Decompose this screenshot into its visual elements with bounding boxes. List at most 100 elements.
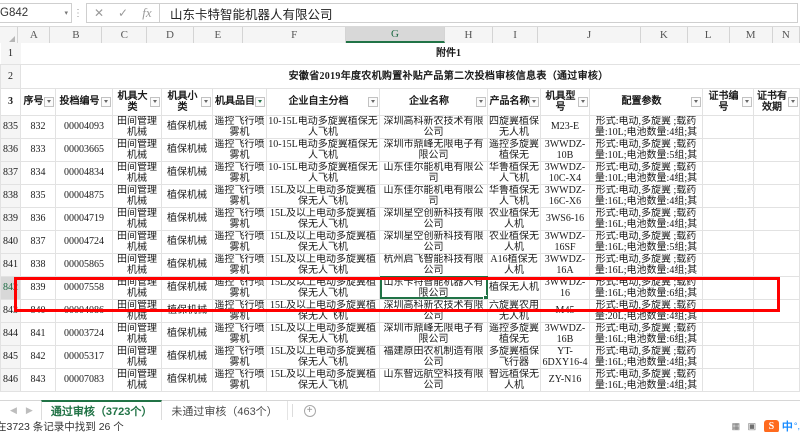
- page-layout-icon[interactable]: ▣: [747, 420, 757, 431]
- cell-model[interactable]: 3WWDZ-16: [540, 275, 590, 300]
- cell-seq[interactable]: 843: [20, 367, 56, 392]
- filter-dropdown-icon[interactable]: [788, 96, 798, 107]
- cell-config[interactable]: 形式:电动,多旋翼 ;载药量:16L;电池数量:4组;其: [589, 252, 703, 277]
- cell-code[interactable]: 00005317: [55, 344, 113, 369]
- filter-dropdown-icon[interactable]: [150, 96, 160, 107]
- cell-config[interactable]: 形式:电动,多旋翼 ;载药量:20L;电池数量:4组;其: [589, 298, 703, 323]
- filter-dropdown-icon[interactable]: [368, 96, 378, 107]
- cell-self-grade[interactable]: 15L及以上电动多旋翼植保无人飞机: [266, 183, 380, 208]
- cell-product[interactable]: 植保无人机: [487, 275, 541, 300]
- cell-config[interactable]: 形式:电动,多旋翼 ;载药量:10L;电池数量:4组;其: [589, 114, 703, 139]
- header-cell-4[interactable]: 机具品目: [212, 87, 267, 116]
- cell-cert-no[interactable]: [702, 137, 754, 162]
- cell-cert-valid[interactable]: [753, 344, 800, 369]
- header-cell-7[interactable]: 产品名称: [487, 87, 541, 116]
- prev-sheet-icon[interactable]: ◀: [10, 405, 17, 415]
- row-header[interactable]: 845: [0, 344, 21, 369]
- cell-item[interactable]: 遥控飞行喷雾机: [212, 160, 267, 185]
- column-header-I[interactable]: I: [493, 27, 538, 43]
- cell-product[interactable]: 农业植保无人机: [487, 229, 541, 254]
- cell-self-grade[interactable]: 10-15L电动多旋翼植保无人飞机: [266, 137, 380, 162]
- table-row[interactable]: 835 832 00004093 田间管理机械 植保机械 遥控飞行喷雾机 10-15L电动多…: [0, 114, 800, 139]
- cell-code[interactable]: 00004086: [55, 298, 113, 323]
- cell-cert-valid[interactable]: [753, 206, 800, 231]
- sogou-ime-icon[interactable]: S: [763, 420, 779, 432]
- cell-small-class[interactable]: 植保机械: [161, 275, 213, 300]
- cell-cert-valid[interactable]: [753, 229, 800, 254]
- cell-self-grade[interactable]: 10-15L电动多旋翼植保无人飞机: [266, 114, 380, 139]
- cell-config[interactable]: 形式:电动,多旋翼 ;载药量:16L;电池数量:4组;其: [589, 367, 703, 392]
- cell-cert-no[interactable]: [702, 206, 754, 231]
- cell-self-grade[interactable]: 15L及以上电动多旋翼植保无人飞机: [266, 229, 380, 254]
- column-header-E[interactable]: E: [193, 27, 244, 43]
- row-header[interactable]: 846: [0, 367, 21, 392]
- column-header-G[interactable]: G: [346, 27, 445, 43]
- cell-self-grade[interactable]: 10-15L电动多旋翼植保无人飞机: [266, 160, 380, 185]
- column-header-F[interactable]: F: [243, 27, 347, 43]
- table-row[interactable]: 842 839 00007558 田间管理机械 植保机械 遥控飞行喷雾机 15L及以上电动多…: [0, 275, 800, 300]
- cell-config[interactable]: 形式:电动,多旋翼 ;载药量:10L;电池数量:4组;其: [589, 160, 703, 185]
- cell-model[interactable]: YT-6DXY16-4: [540, 344, 590, 369]
- row-header[interactable]: 841: [0, 252, 21, 277]
- cell-small-class[interactable]: 植保机械: [161, 183, 213, 208]
- header-cell-5[interactable]: 企业自主分档: [266, 87, 380, 116]
- filter-dropdown-icon[interactable]: [201, 96, 211, 107]
- column-header-M[interactable]: M: [729, 27, 773, 43]
- cell-model[interactable]: ZY-N16: [540, 367, 590, 392]
- cell-company[interactable]: 深圳市鼎峰无限电子有限公司: [379, 321, 488, 346]
- filter-dropdown-icon[interactable]: [691, 96, 701, 107]
- cell-cert-valid[interactable]: [753, 367, 800, 392]
- cell-code[interactable]: 00004093: [55, 114, 113, 139]
- cell-cert-valid[interactable]: [753, 298, 800, 323]
- filter-dropdown-icon[interactable]: [255, 96, 265, 107]
- column-header-D[interactable]: D: [147, 27, 194, 43]
- row-header[interactable]: 839: [0, 206, 21, 231]
- filter-dropdown-icon[interactable]: [529, 96, 539, 107]
- cell-config[interactable]: 形式:电动,多旋翼 ;载药量:10L;电池数量:5组;其: [589, 137, 703, 162]
- cell-small-class[interactable]: 植保机械: [161, 206, 213, 231]
- cell-seq[interactable]: 841: [20, 321, 56, 346]
- header-cell-2[interactable]: 机具大类: [112, 87, 162, 116]
- cell-big-class[interactable]: 田间管理机械: [112, 275, 162, 300]
- cell-small-class[interactable]: 植保机械: [161, 344, 213, 369]
- confirm-icon[interactable]: ✓: [117, 6, 129, 20]
- cell-company[interactable]: 深圳高科新农技术有限公司: [379, 114, 488, 139]
- cell-big-class[interactable]: 田间管理机械: [112, 206, 162, 231]
- cell-model[interactable]: 3WWDZ-10C-X4: [540, 160, 590, 185]
- cell-product[interactable]: 农业植保无人机: [487, 206, 541, 231]
- cell-self-grade[interactable]: 15L及以上电动多旋翼植保无人飞机: [266, 344, 380, 369]
- table-row[interactable]: 838 835 00004875 田间管理机械 植保机械 遥控飞行喷雾机 15L及以上电动多…: [0, 183, 800, 208]
- cell-big-class[interactable]: 田间管理机械: [112, 160, 162, 185]
- cell-company[interactable]: 深圳市鼎峰无限电子有限公司: [379, 137, 488, 162]
- row-header[interactable]: 842: [0, 275, 21, 300]
- sheet-nav-arrows[interactable]: ◀ ▶: [0, 405, 41, 416]
- cell-self-grade[interactable]: 15L及以上电动多旋翼植保无人飞机: [266, 298, 380, 323]
- row-header[interactable]: 2: [0, 63, 21, 89]
- header-cell-6[interactable]: 企业名称: [379, 87, 488, 116]
- cell-product[interactable]: 遥控多旋翼植保无: [487, 321, 541, 346]
- normal-view-icon[interactable]: ▦: [731, 420, 741, 431]
- cell-company[interactable]: 杭州启飞智能科技有限公司: [379, 252, 488, 277]
- cell-item[interactable]: 遥控飞行喷雾机: [212, 206, 267, 231]
- cell-cert-no[interactable]: [702, 321, 754, 346]
- cell-model[interactable]: 3WWDZ-16C-X6: [540, 183, 590, 208]
- table-row[interactable]: 839 836 00004719 田间管理机械 植保机械 遥控飞行喷雾机 15L及以上电动多…: [0, 206, 800, 231]
- cell-code[interactable]: 00003724: [55, 321, 113, 346]
- cell-cert-valid[interactable]: [753, 252, 800, 277]
- cell-cert-no[interactable]: [702, 160, 754, 185]
- cell-config[interactable]: 形式:电动,多旋翼 ;载药量:16L;电池数量:6组;其: [589, 275, 703, 300]
- cell-self-grade[interactable]: 15L及以上电动多旋翼植保无人飞机: [266, 275, 380, 300]
- filter-dropdown-icon[interactable]: [101, 96, 111, 107]
- ime-punctuation-icon[interactable]: °,: [793, 421, 800, 431]
- cell-seq[interactable]: 836: [20, 206, 56, 231]
- cell-cert-no[interactable]: [702, 298, 754, 323]
- cell-item[interactable]: 遥控飞行喷雾机: [212, 183, 267, 208]
- cell-big-class[interactable]: 田间管理机械: [112, 367, 162, 392]
- filter-dropdown-icon[interactable]: [578, 96, 588, 107]
- column-header-J[interactable]: J: [537, 27, 642, 43]
- cell-cert-no[interactable]: [702, 275, 754, 300]
- cell-model[interactable]: 3WWDZ-10B: [540, 137, 590, 162]
- column-header-C[interactable]: C: [102, 27, 148, 43]
- cell-company[interactable]: 山东智远航空科技有限公司: [379, 367, 488, 392]
- cell-company[interactable]: 深圳星空创新科技有限公司: [379, 229, 488, 254]
